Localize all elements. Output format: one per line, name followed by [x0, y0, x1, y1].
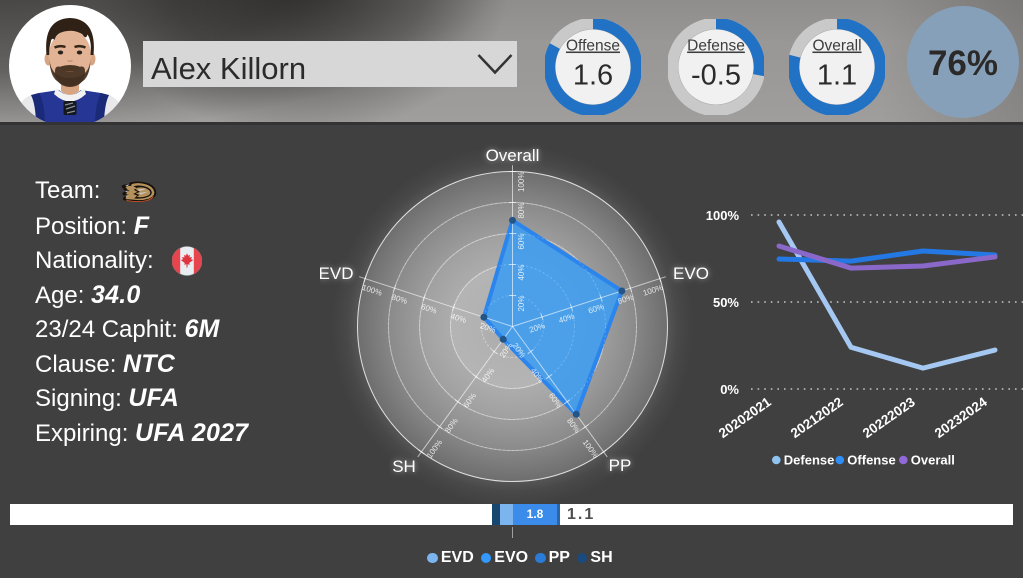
svg-text:20232024: 20232024 — [932, 394, 990, 441]
svg-text:Offense: Offense — [847, 453, 895, 468]
svg-text:80%: 80% — [517, 203, 526, 219]
svg-text:1.1: 1.1 — [817, 60, 857, 92]
svg-text:1.6: 1.6 — [573, 60, 613, 92]
svg-text:EVO: EVO — [673, 264, 709, 283]
svg-text:0%: 0% — [720, 382, 739, 397]
svg-text:20212022: 20212022 — [788, 394, 846, 441]
svg-text:Offense: Offense — [566, 38, 620, 55]
svg-text:EVD: EVD — [320, 264, 353, 283]
svg-text:SH: SH — [392, 457, 416, 476]
svg-text:PP: PP — [609, 456, 632, 475]
svg-text:Overall: Overall — [911, 453, 955, 468]
svg-text:Defense: Defense — [784, 453, 835, 468]
svg-text:EVO: EVO — [673, 264, 709, 283]
svg-text:100%: 100% — [706, 208, 740, 223]
svg-text:Overall: Overall — [486, 146, 540, 165]
svg-text:20%: 20% — [517, 296, 526, 312]
svg-text:Overall: Overall — [812, 38, 861, 55]
svg-text:SH: SH — [392, 457, 416, 476]
svg-text:EVD: EVD — [320, 264, 353, 283]
svg-text:60%: 60% — [517, 234, 526, 250]
svg-text:100%: 100% — [517, 172, 526, 192]
svg-text:50%: 50% — [713, 295, 739, 310]
svg-text:20202021: 20202021 — [716, 394, 774, 441]
svg-text:20222023: 20222023 — [860, 394, 918, 441]
svg-text:PP: PP — [609, 456, 632, 475]
svg-text:40%: 40% — [517, 265, 526, 281]
svg-text:Defense: Defense — [687, 38, 745, 55]
svg-text:-0.5: -0.5 — [691, 60, 741, 92]
svg-text:Overall: Overall — [486, 146, 540, 165]
